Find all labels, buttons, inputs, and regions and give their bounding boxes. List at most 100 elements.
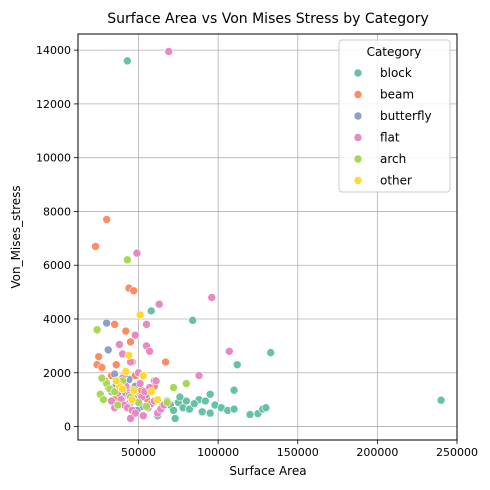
data-point-flat xyxy=(145,346,154,356)
data-point-arch xyxy=(123,255,132,265)
legend-marker-block xyxy=(353,68,363,78)
data-point-block xyxy=(436,395,446,405)
legend-label-block: block xyxy=(380,66,412,80)
y-tick-label: 10000 xyxy=(36,152,71,165)
data-point-block xyxy=(181,396,191,406)
data-point-flat xyxy=(154,299,164,309)
data-point-arch xyxy=(181,379,191,388)
legend: Category block beam butterfly flat arch other xyxy=(338,39,451,193)
data-point-beam xyxy=(111,360,121,370)
data-point-block xyxy=(146,306,156,316)
y-tick-label: 8000 xyxy=(43,205,71,218)
x-tick-label: 50000 xyxy=(121,446,156,459)
y-tick-label: 6000 xyxy=(43,259,71,272)
data-point-flat xyxy=(207,293,217,302)
data-point-arch xyxy=(99,395,108,404)
data-point-flat xyxy=(151,376,161,386)
data-point-butterfly xyxy=(102,318,111,328)
data-point-other xyxy=(111,376,121,386)
y-axis-ticks: 0 2000 4000 6000 8000 10000 12000 14000 xyxy=(36,44,78,434)
data-point-arch xyxy=(97,373,107,383)
legend-marker-beam xyxy=(353,90,363,99)
data-point-other xyxy=(153,395,162,404)
x-tick-label: 100000 xyxy=(197,446,239,459)
plot-frame xyxy=(77,33,458,441)
legend-label-butterfly: butterfly xyxy=(380,109,432,123)
data-point-beam xyxy=(161,357,170,367)
data-point-block xyxy=(229,385,239,395)
legend-label-flat: flat xyxy=(380,131,400,145)
data-point-other xyxy=(121,367,131,376)
y-tick-label: 0 xyxy=(64,421,71,434)
data-point-flat xyxy=(132,248,142,258)
data-point-arch xyxy=(92,325,102,335)
data-point-block xyxy=(261,403,271,413)
data-point-flat xyxy=(115,340,124,349)
x-tick-label: 250000 xyxy=(436,446,478,459)
data-point-block xyxy=(232,360,242,370)
data-point-arch xyxy=(110,387,119,396)
data-point-other xyxy=(124,351,134,360)
legend-marker-flat xyxy=(353,133,363,142)
x-axis-ticks: 50000 100000 150000 200000 250000 xyxy=(121,440,478,459)
data-point-block xyxy=(185,404,194,414)
x-tick-label: 200000 xyxy=(356,446,398,459)
y-tick-label: 4000 xyxy=(43,313,71,326)
data-point-block xyxy=(123,56,132,66)
data-point-flat xyxy=(194,371,204,380)
data-point-arch xyxy=(169,383,178,392)
data-point-block xyxy=(169,406,178,415)
legend-title: Category xyxy=(367,45,422,59)
data-point-block xyxy=(197,407,207,417)
chart-title: Surface Area vs Von Mises Stress by Cate… xyxy=(107,11,429,27)
data-point-beam xyxy=(94,352,104,361)
data-point-other xyxy=(129,385,139,395)
data-point-flat xyxy=(126,414,135,423)
data-point-beam xyxy=(97,363,107,372)
data-point-other xyxy=(127,395,137,404)
data-point-block xyxy=(170,414,180,423)
data-point-block xyxy=(266,348,275,357)
data-point-beam xyxy=(129,286,139,296)
legend-label-beam: beam xyxy=(380,88,414,102)
x-tick-label: 150000 xyxy=(277,446,319,459)
data-point-flat xyxy=(224,346,234,356)
data-point-beam xyxy=(110,320,119,329)
data-point-arch xyxy=(162,398,172,407)
x-axis-label: Surface Area xyxy=(229,464,306,478)
legend-label-arch: arch xyxy=(380,152,406,166)
data-point-other xyxy=(146,387,156,396)
data-point-block xyxy=(189,399,199,409)
data-point-other xyxy=(135,310,145,320)
legend-box xyxy=(338,39,451,193)
y-axis-label: Von_Mises_stress xyxy=(9,185,23,288)
data-point-flat xyxy=(131,330,140,340)
data-point-arch xyxy=(113,400,123,410)
data-point-block xyxy=(175,392,185,402)
data-point-flat xyxy=(131,408,140,418)
data-point-other xyxy=(118,384,127,394)
legend-label-other: other xyxy=(380,174,412,188)
data-point-block xyxy=(201,396,210,406)
data-point-arch xyxy=(142,402,151,411)
data-point-beam xyxy=(102,215,111,224)
data-point-block xyxy=(245,410,255,419)
y-tick-label: 2000 xyxy=(43,367,71,380)
data-point-beam xyxy=(91,242,100,251)
data-point-beam xyxy=(126,337,135,347)
y-tick-label: 12000 xyxy=(36,98,71,111)
data-point-beam xyxy=(121,326,131,336)
legend-marker-arch xyxy=(353,154,363,164)
data-point-flat xyxy=(138,411,148,421)
data-point-block xyxy=(205,389,215,399)
legend-marker-other xyxy=(353,176,363,185)
data-point-flat xyxy=(164,47,174,56)
data-point-block xyxy=(205,408,215,418)
data-point-other xyxy=(138,371,148,380)
legend-marker-butterfly xyxy=(353,111,363,121)
y-tick-label: 14000 xyxy=(36,44,71,57)
data-point-flat xyxy=(142,320,151,329)
data-point-block xyxy=(188,316,197,325)
data-point-flat xyxy=(135,379,145,388)
